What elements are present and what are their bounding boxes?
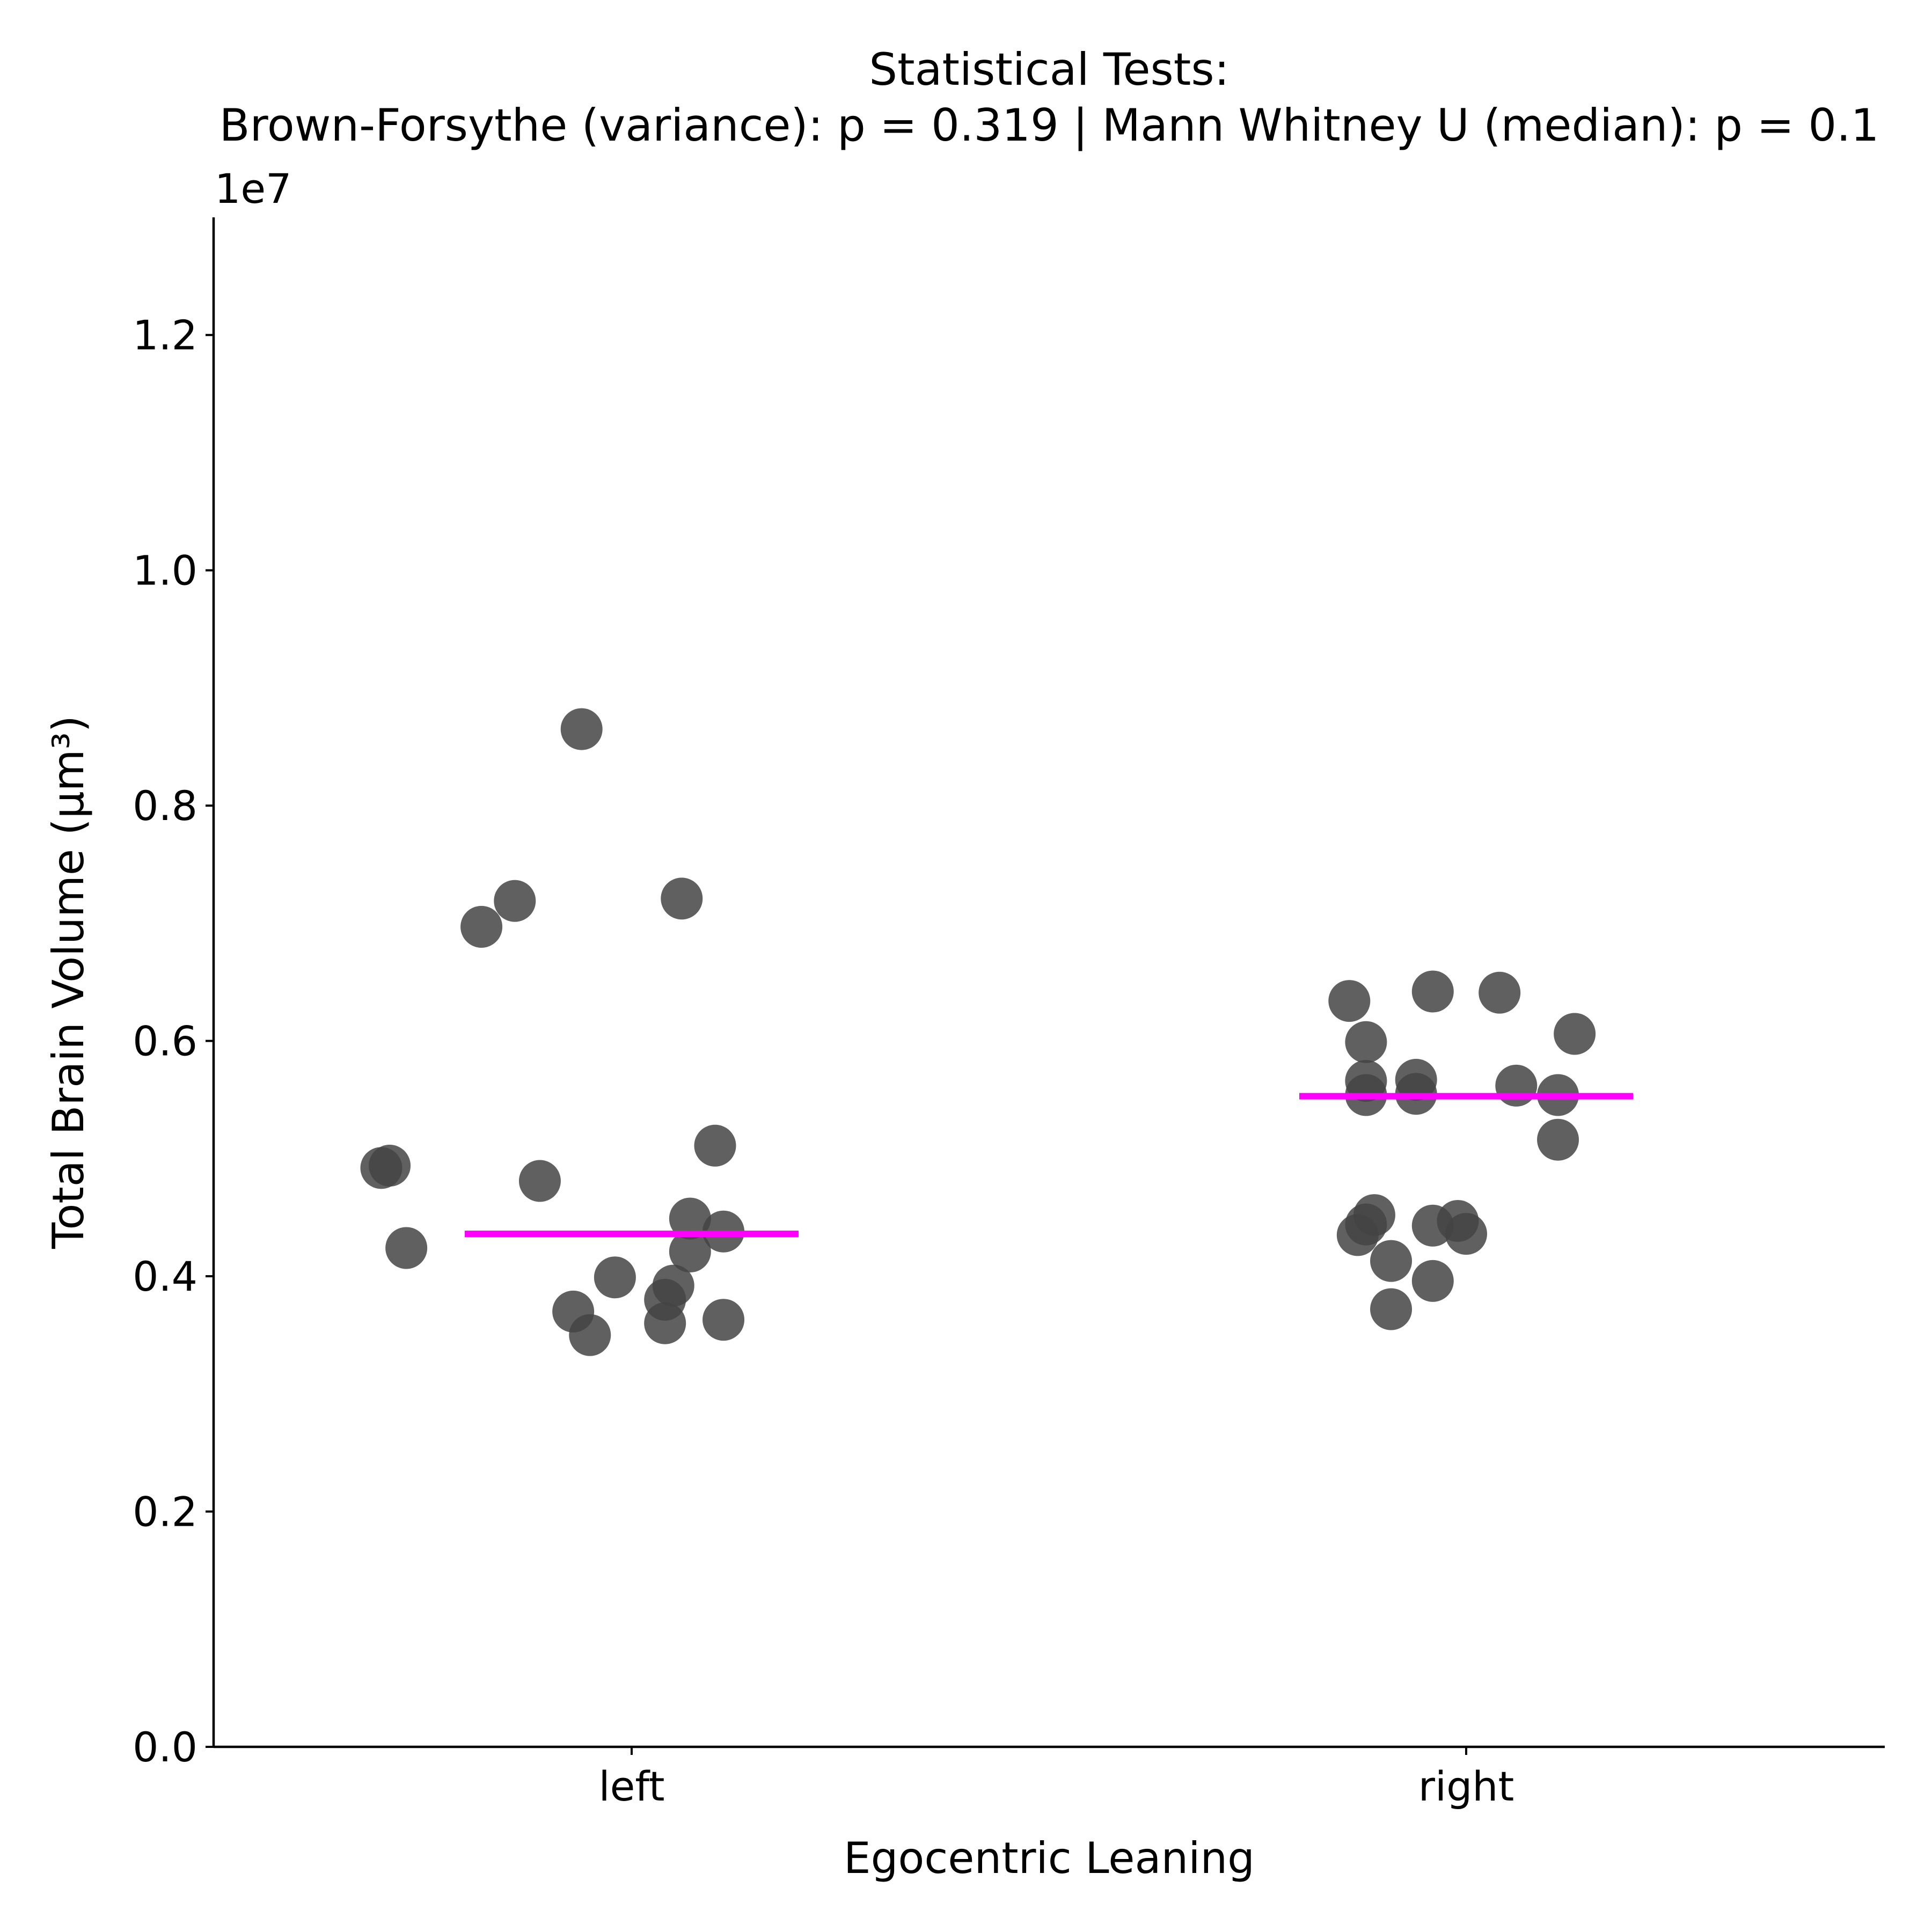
y-tick-label: 1.0 [133,547,197,595]
data-point-left [661,877,703,920]
data-point-right [1445,1213,1487,1255]
data-point-right [1411,970,1454,1013]
data-point-left [644,1302,686,1344]
y-offset-label: 1e7 [215,165,291,213]
data-point-left [702,1299,745,1341]
data-point-left [669,1197,711,1240]
data-point-right [1328,980,1371,1022]
data-point-left [385,1227,428,1269]
y-tick-label: 0.0 [133,1723,197,1771]
data-point-right [1495,1064,1538,1107]
data-point-right [1479,971,1521,1014]
y-tick-label: 0.2 [133,1488,197,1536]
data-point-right [1345,1021,1387,1063]
chart-title-line-2: Brown-Forsythe (variance): p = 0.319 | M… [219,99,1879,151]
x-ticks: left right [598,1747,1514,1810]
y-tick-label: 0.6 [133,1018,197,1065]
x-tick-label-left: left [598,1762,664,1810]
data-point-left [560,708,603,750]
y-ticks: 0.0 0.2 0.4 0.6 0.8 1.0 1.2 [133,311,214,1771]
data-point-right [1411,1260,1454,1302]
y-axis-label: Total Brain Volume (µm³) [43,715,93,1249]
y-tick-label: 1.2 [133,311,197,359]
data-point-left [694,1124,736,1167]
y-tick-label: 0.8 [133,782,197,830]
data-point-left [494,880,536,922]
data-point-left [569,1314,611,1356]
data-point-left [360,1147,402,1189]
x-axis-label: Egocentric Leaning [844,1833,1255,1883]
plot-area [360,708,1633,1356]
data-point-right [1537,1118,1579,1161]
data-point-right [1370,1240,1413,1282]
data-point-right [1370,1288,1413,1330]
data-point-left [460,905,503,948]
x-tick-label-right: right [1418,1762,1514,1810]
data-point-left [669,1231,711,1273]
data-point-right [1336,1214,1379,1256]
data-point-left [594,1256,636,1299]
data-point-right [1554,1013,1596,1055]
chart-title-line-1: Statistical Tests: [869,43,1229,96]
data-point-left [518,1160,561,1202]
y-tick-label: 0.4 [133,1253,197,1300]
